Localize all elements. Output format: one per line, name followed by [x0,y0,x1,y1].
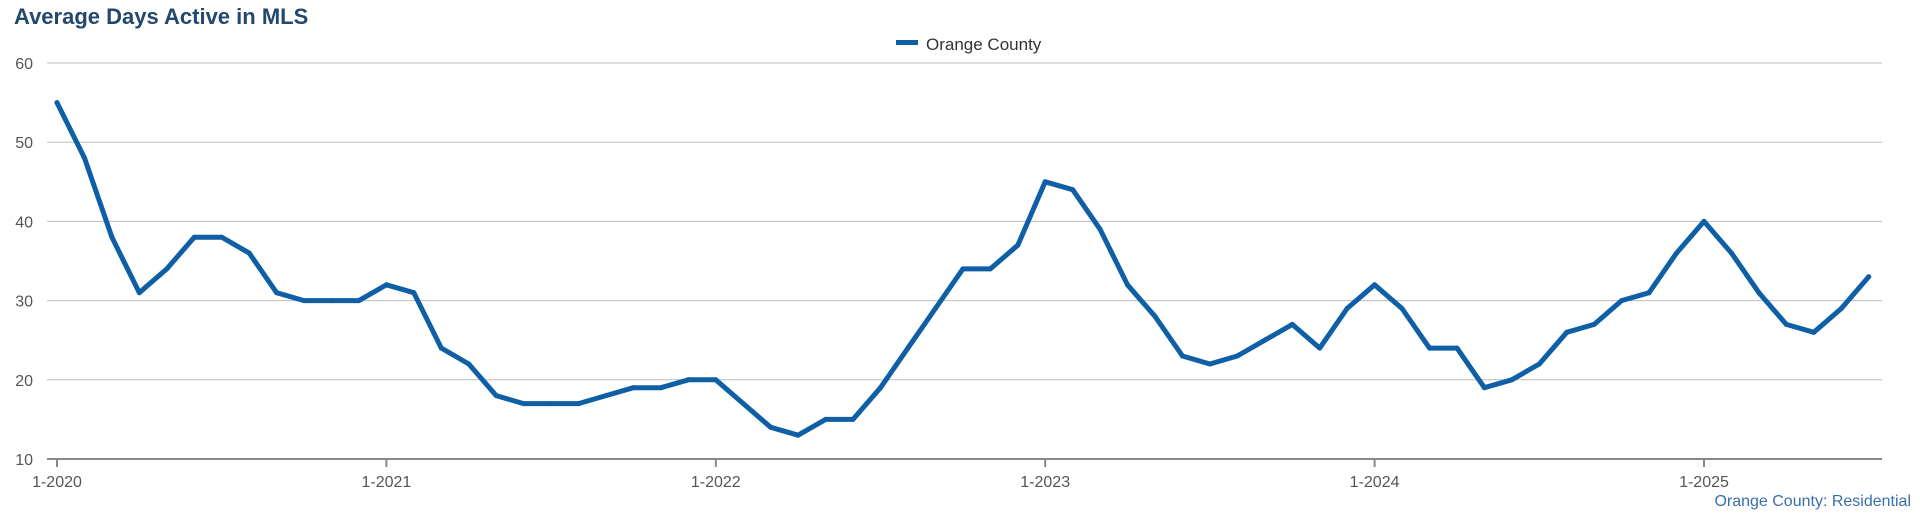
data-point[interactable] [1619,298,1625,304]
data-point[interactable] [658,385,664,391]
data-point[interactable] [274,290,280,296]
axes: 10 20 30 40 50 60 1-2020 1-2021 1-2022 1-2023 1-20… [15,56,1882,491]
data-point[interactable] [1372,282,1378,288]
data-point[interactable] [1344,306,1350,311]
data-point[interactable] [713,377,719,383]
data-point[interactable] [246,250,252,256]
data-point[interactable] [823,416,829,422]
data-point[interactable] [493,393,499,399]
data-point[interactable] [685,377,691,383]
x-tick-label-1-2021: 1-2021 [361,474,411,491]
data-point[interactable] [521,401,527,407]
data-point[interactable] [1838,306,1844,311]
y-tick-label-40: 40 [15,214,33,231]
data-point[interactable] [219,234,225,240]
data-point[interactable] [1646,290,1652,296]
data-point[interactable] [740,401,746,407]
data-point[interactable] [1262,337,1268,343]
data-point[interactable] [1454,345,1460,351]
data-point[interactable] [603,393,609,399]
chart-title: Average Days Active in MLS [14,4,309,29]
data-point[interactable] [383,282,389,288]
y-tick-label-30: 30 [15,294,33,311]
data-point[interactable] [1564,329,1570,335]
series-layer [54,100,1872,438]
data-point[interactable] [1536,361,1542,367]
data-point[interactable] [1866,274,1872,280]
data-point[interactable] [960,266,966,272]
data-point[interactable] [1481,385,1487,391]
data-point[interactable] [136,290,142,296]
y-tick-label-50: 50 [15,135,33,152]
data-point[interactable] [1783,321,1789,327]
data-point[interactable] [630,385,636,391]
data-point[interactable] [1234,353,1240,359]
data-point[interactable] [1674,250,1679,256]
data-point[interactable] [905,345,911,351]
data-point[interactable] [1811,329,1817,335]
data-point[interactable] [878,385,883,391]
data-point[interactable] [1097,226,1103,232]
y-tick-label-60: 60 [15,56,33,73]
data-point[interactable] [438,345,444,351]
gridlines [47,62,1882,381]
data-point[interactable] [795,432,801,438]
x-tick-label-1-2023: 1-2023 [1020,474,1070,491]
x-tick-label-1-2024: 1-2024 [1350,474,1400,491]
data-point[interactable] [1015,242,1021,248]
data-point[interactable] [1125,282,1130,288]
data-point[interactable] [54,100,60,106]
data-point[interactable] [932,306,938,311]
legend-swatch [896,40,918,45]
legend[interactable]: Orange County [896,35,1042,54]
data-point[interactable] [1701,218,1707,224]
data-point[interactable] [1070,187,1076,193]
data-point[interactable] [164,266,170,272]
data-point[interactable] [1509,377,1515,383]
data-point[interactable] [1042,179,1048,185]
data-point[interactable] [576,401,581,407]
data-point[interactable] [1317,345,1323,351]
data-point[interactable] [987,266,993,272]
source-label: Orange County: Residential [1714,493,1911,510]
data-point[interactable] [1729,250,1734,256]
data-point[interactable] [1180,353,1185,359]
data-point[interactable] [768,424,774,430]
y-tick-label-20: 20 [15,373,33,390]
data-point[interactable] [1756,290,1762,296]
x-tick-label-1-2020: 1-2020 [32,474,82,491]
data-point[interactable] [1591,321,1597,327]
data-point[interactable] [850,416,856,422]
data-point[interactable] [191,234,197,240]
x-tick-label-1-2022: 1-2022 [691,474,741,491]
data-point[interactable] [466,361,472,367]
data-point[interactable] [301,298,307,304]
y-tick-label-10: 10 [15,452,33,469]
data-point[interactable] [1207,361,1213,367]
data-point[interactable] [356,298,362,304]
data-point[interactable] [1427,345,1432,351]
x-tick-label-1-2025: 1-2025 [1679,474,1729,491]
legend-label-orange-county: Orange County [926,35,1042,54]
data-point[interactable] [1152,313,1158,319]
data-point[interactable] [1289,321,1295,327]
data-point[interactable] [548,401,554,407]
data-point[interactable] [1399,306,1405,311]
data-point[interactable] [329,298,334,304]
data-point[interactable] [82,155,87,161]
data-point[interactable] [109,234,115,240]
data-point[interactable] [411,290,417,296]
